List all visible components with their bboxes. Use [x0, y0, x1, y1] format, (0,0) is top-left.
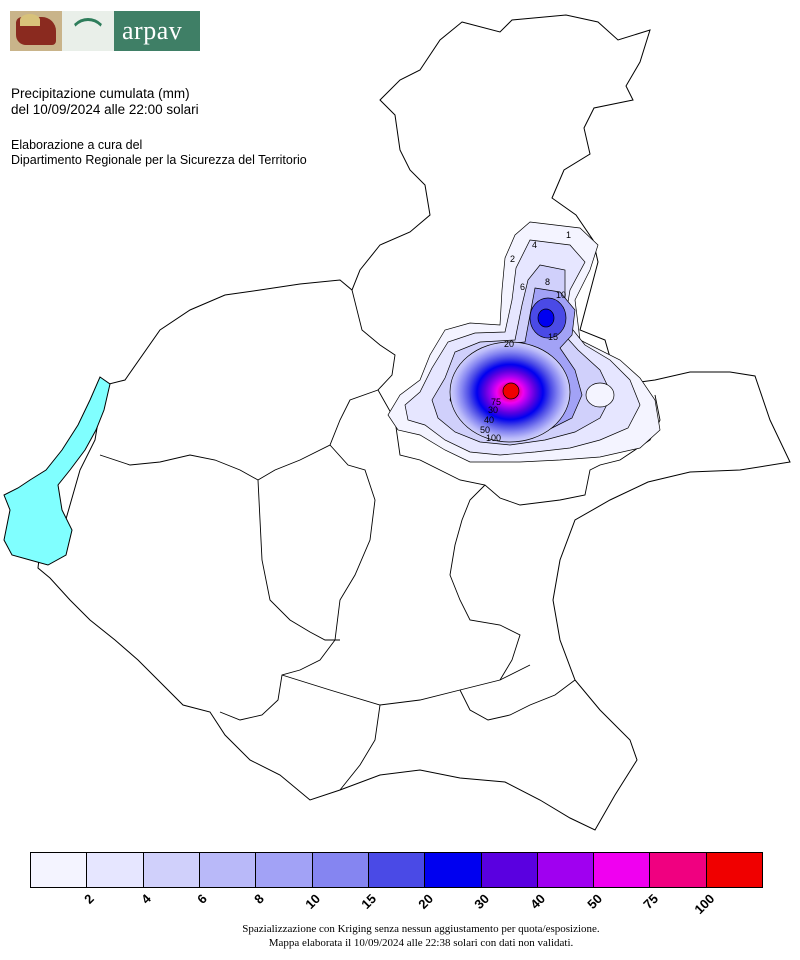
legend-swatch: [650, 853, 707, 887]
title-line-2: del 10/09/2024 alle 22:00 solari: [11, 102, 199, 117]
precipitation-field: [387, 221, 661, 463]
legend-swatch: [31, 853, 88, 887]
legend-swatch: [143, 853, 200, 887]
contour-label-10: 10: [556, 290, 566, 300]
legend-swatch: [87, 853, 144, 887]
venetian-lion-emblem-icon: [10, 11, 62, 51]
legend-ticks: 2 4 6 8 10 15 20 30 40 50 75 100: [30, 891, 763, 921]
footer-processing-note: Mappa elaborata il 10/09/2024 alle 22:38…: [268, 937, 574, 949]
contour-label-6: 6: [520, 282, 525, 292]
legend-tick: 4: [137, 891, 154, 907]
secondary-cell-30mm: [537, 308, 555, 328]
precipitation-legend: [30, 852, 763, 888]
lake-garda: [3, 376, 111, 566]
contour-label-20: 20: [504, 339, 514, 349]
arpav-mark-icon: ⌒: [62, 11, 114, 51]
province-boundaries: [99, 289, 661, 791]
legend-tick: 15: [358, 891, 380, 912]
legend-tick: 75: [640, 891, 662, 912]
contour-label-75: 75: [491, 397, 501, 407]
contour-label-2: 2: [510, 254, 515, 264]
legend-swatch: [256, 853, 313, 887]
map-credit: Elaborazione a cura del Dipartimento Reg…: [11, 138, 307, 168]
dry-pocket: [585, 382, 615, 408]
legend-tick: 30: [471, 891, 493, 912]
legend-tick: 2: [81, 891, 98, 907]
contour-label-4: 4: [532, 240, 537, 250]
legend-swatch: [706, 853, 763, 887]
legend-tick: 6: [194, 891, 210, 907]
contour-label-50: 50: [480, 425, 490, 435]
contour-label-30: 30: [488, 405, 498, 415]
contour-label-15: 15: [548, 332, 558, 342]
title-line-1: Precipitazione cumulata (mm): [11, 86, 190, 101]
contour-label-40: 40: [484, 415, 494, 425]
legend-swatch: [199, 853, 257, 887]
legend-tick: 50: [584, 891, 605, 912]
contour-label-1: 1: [566, 230, 571, 240]
credit-line-1: Elaborazione a cura del: [11, 138, 143, 152]
map-title: Precipitazione cumulata (mm) del 10/09/2…: [11, 86, 199, 118]
legend-tick: 10: [302, 891, 323, 912]
arpav-logo: ⌒ arpav: [10, 11, 200, 51]
legend-swatch: [594, 853, 651, 887]
legend-tick: 20: [414, 891, 436, 912]
legend-swatch: [312, 853, 369, 887]
footer-method-note: Spazializzazione con Kriging senza nessu…: [242, 923, 600, 935]
legend-tick: 8: [250, 891, 267, 907]
contour-label-100: 100: [486, 433, 501, 443]
legend-swatch: [537, 853, 595, 887]
contour-labels: 1 2 4 6 8 10 15 20 30 40 50 75 100: [480, 230, 571, 443]
legend-swatch: [368, 853, 426, 887]
legend-swatch: [481, 853, 538, 887]
storm-core-100mm: [502, 382, 520, 400]
contour-label-8: 8: [545, 277, 550, 287]
legend-tick: 100: [690, 891, 717, 917]
legend-swatch: [425, 853, 482, 887]
credit-line-2: Dipartimento Regionale per la Sicurezza …: [11, 153, 307, 167]
logo-wordmark: arpav: [114, 11, 200, 51]
legend-tick: 40: [527, 891, 549, 912]
